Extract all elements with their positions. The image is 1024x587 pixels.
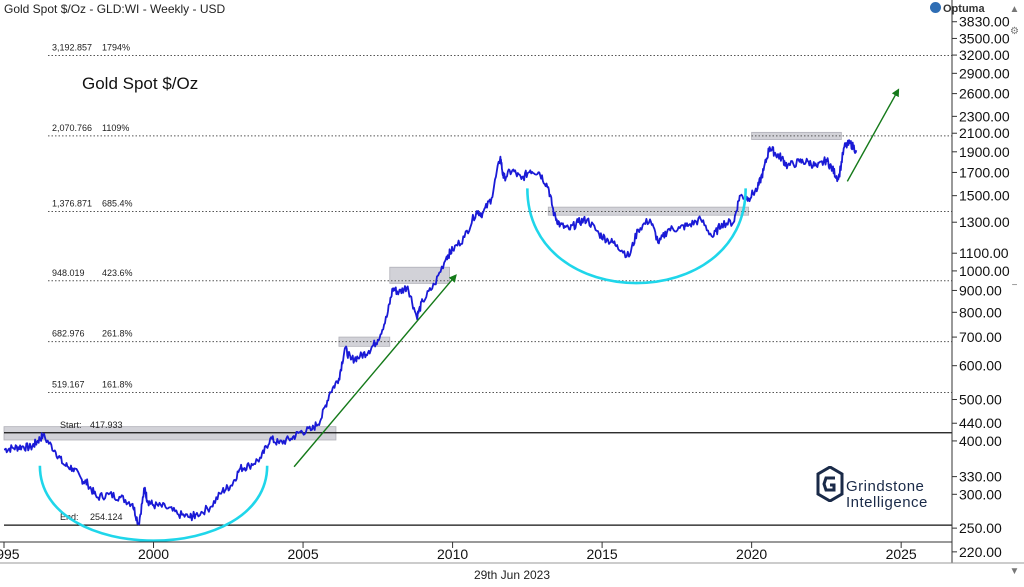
level-value-label-3: 948.019 [52,268,85,278]
x-tick-label-3: 2010 [437,546,468,562]
level-pct-label-1: 1109% [102,123,129,133]
y-tick-label-5: 2300.00 [959,108,1010,124]
price-series [3,139,858,526]
y-tick-label-9: 1500.00 [959,188,1010,204]
y-tick-label-10: 1300.00 [959,214,1010,230]
level-value-label-1: 2,070.766 [52,123,92,133]
level-value-label-5: 519.167 [52,380,85,390]
cup-arc-0 [38,465,269,542]
y-tick-label-23: 220.00 [959,544,1002,560]
y-tick-label-2: 3200.00 [959,47,1010,63]
y-tick-label-0: 3830.00 [959,14,1010,30]
chart-title: Gold Spot $/Oz [82,74,199,93]
y-tick-label-15: 700.00 [959,329,1002,345]
optuma-brand-label: Optuma [943,3,985,15]
x-tick-label-0: 1995 [0,546,20,562]
y-tick-label-20: 330.00 [959,469,1002,485]
level-value-label-2: 1,376.871 [52,199,92,209]
y-tick-label-13: 900.00 [959,282,1002,298]
chart-date: 29th Jun 2023 [473,568,551,582]
x-tick-label-6: 2025 [886,546,917,562]
gear-icon[interactable]: ⚙ [1010,26,1019,37]
cup-arc-1 [526,188,747,285]
y-tick-label-7: 1900.00 [959,144,1010,160]
logo-word-1: Grindstone [846,478,925,495]
level-pct-label-2: 685.4% [102,199,133,209]
start-label: Start: [60,420,82,430]
highlight-box-4 [751,131,842,140]
level-value-label-0: 3,192.857 [52,42,92,52]
trend-arrow-0 [293,274,457,468]
level-pct-label-4: 261.8% [102,329,133,339]
start-value-label: 417.933 [90,420,123,430]
y-tick-label-1: 3500.00 [959,30,1010,46]
x-tick-label-4: 2015 [587,546,618,562]
y-tick-label-14: 800.00 [959,304,1002,320]
y-tick-label-3: 2900.00 [959,65,1010,81]
y-tick-label-4: 2600.00 [959,86,1010,102]
grindstone-hexagon-icon [816,466,844,502]
y-tick-label-21: 300.00 [959,486,1002,502]
chart-header-title: Gold Spot $/Oz - GLD:WI - Weekly - USD [4,2,226,16]
y-tick-label-16: 600.00 [959,358,1002,374]
end-value-label: 254.124 [90,512,123,522]
highlight-box-3 [547,206,750,216]
y-tick-label-8: 1700.00 [959,164,1010,180]
optuma-brand: Optuma [930,2,985,15]
grindstone-logo: Grindstone Intelligence [816,466,946,514]
y-tick-label-18: 440.00 [959,415,1002,431]
trend-arrow-1 [846,88,900,182]
level-value-label-4: 682.976 [52,329,85,339]
price-line-0 [3,139,858,526]
scroll-down-icon[interactable]: ▼ [1009,566,1020,577]
annotations [38,88,900,542]
x-tick-label-5: 2020 [736,546,767,562]
minus-icon[interactable]: − [1011,280,1018,291]
x-tick-label-1: 2000 [138,546,169,562]
x-tick-label-2: 2005 [287,546,318,562]
y-tick-label-17: 500.00 [959,392,1002,408]
y-tick-label-11: 1100.00 [959,245,1009,261]
logo-word-2: Intelligence [846,494,928,511]
y-tick-label-19: 400.00 [959,433,1002,449]
level-lines: 3,192.857 1794% 2,070.766 1109% 1,376.871 685… [4,42,952,526]
y-tick-label-22: 250.00 [959,520,1002,536]
optuma-logo-icon [930,2,941,13]
scroll-up-icon[interactable]: ▲ [1009,4,1020,15]
level-pct-label-0: 1794% [102,42,130,52]
highlight-boxes [3,131,842,441]
level-pct-label-3: 423.6% [102,268,133,278]
level-pct-label-5: 161.8% [102,380,133,390]
y-tick-label-6: 2100.00 [959,125,1010,141]
y-tick-label-12: 1000.00 [959,263,1010,279]
